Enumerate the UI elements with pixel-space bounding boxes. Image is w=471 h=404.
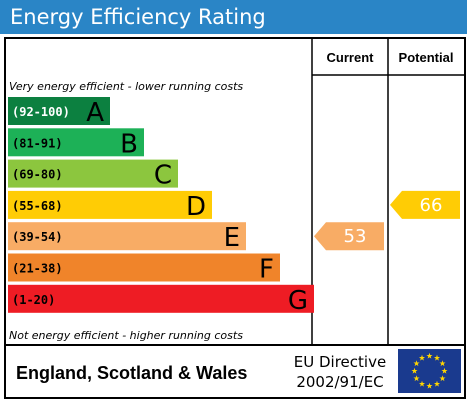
rating-pointers: 53 66: [314, 190, 460, 251]
eu-star-icon: [413, 360, 420, 367]
band-f: (21-38) F: [8, 253, 280, 285]
band-letter-label: B: [120, 129, 138, 159]
rating-bands: (92-100) A(81-91) B(69-80) C(55-68) D(39-54)…: [8, 97, 314, 316]
band-bar: [8, 128, 144, 157]
eu-star-icon: [439, 375, 446, 382]
eu-star-icon: [426, 352, 433, 359]
footer-directive-line1: EU Directive: [294, 353, 386, 371]
eu-star-icon: [426, 382, 433, 389]
potential-column-header: Potential: [399, 50, 454, 65]
band-letter-label: D: [186, 192, 206, 222]
eu-star-icon: [433, 354, 441, 361]
eu-flag-icon: [398, 349, 461, 393]
title-bar: Energy Efficiency Rating: [0, 0, 467, 34]
current-rating-arrow: [314, 222, 384, 251]
band-e: (39-54) E: [8, 222, 246, 253]
band-b: (81-91) B: [8, 128, 144, 159]
band-letter-label: E: [224, 223, 240, 253]
eu-star-icon: [418, 354, 426, 361]
band-range-label: (55-68): [12, 199, 63, 213]
potential-rating-value: 66: [420, 195, 443, 216]
band-bar: [8, 253, 280, 282]
band-c: (69-80) C: [8, 159, 178, 191]
band-range-label: (39-54): [12, 230, 63, 244]
band-bar: [8, 190, 212, 219]
band-bar: [8, 159, 178, 188]
potential-rating-arrow: [390, 190, 460, 219]
eu-star-icon: [441, 367, 448, 374]
eu-star-icon: [439, 360, 446, 367]
band-range-label: (81-91): [12, 136, 63, 150]
top-scale-note: Very energy efficient - lower running co…: [9, 80, 243, 93]
eu-star-icon: [411, 367, 418, 374]
band-a: (92-100) A: [8, 97, 110, 128]
band-d: (55-68) D: [8, 190, 212, 222]
band-letter-label: A: [86, 98, 104, 128]
band-bar: [8, 284, 314, 313]
eu-star-icon: [418, 380, 426, 387]
eu-star-icon: [413, 375, 420, 382]
chart-title: Energy Efficiency Rating: [10, 5, 266, 29]
band-letter-label: F: [259, 255, 274, 285]
band-range-label: (69-80): [12, 168, 63, 182]
current-rating: 53: [314, 222, 384, 251]
bottom-scale-note: Not energy efficient - higher running co…: [9, 329, 243, 342]
band-letter-label: C: [154, 161, 172, 191]
band-letter-label: G: [288, 286, 308, 316]
potential-rating: 66: [390, 190, 460, 219]
current-rating-value: 53: [344, 226, 367, 247]
band-range-label: (92-100): [12, 105, 70, 119]
band-range-label: (21-38): [12, 262, 63, 276]
footer-directive-line2: 2002/91/EC: [296, 373, 383, 391]
footer-region: England, Scotland & Wales: [16, 363, 247, 383]
band-bar: [8, 222, 246, 251]
footer-frame: [4, 344, 466, 399]
band-range-label: (1-20): [12, 293, 55, 307]
eu-star-icon: [433, 380, 441, 387]
current-column-header: Current: [327, 50, 375, 65]
band-g: (1-20) G: [8, 284, 314, 316]
band-bar: [8, 97, 110, 125]
